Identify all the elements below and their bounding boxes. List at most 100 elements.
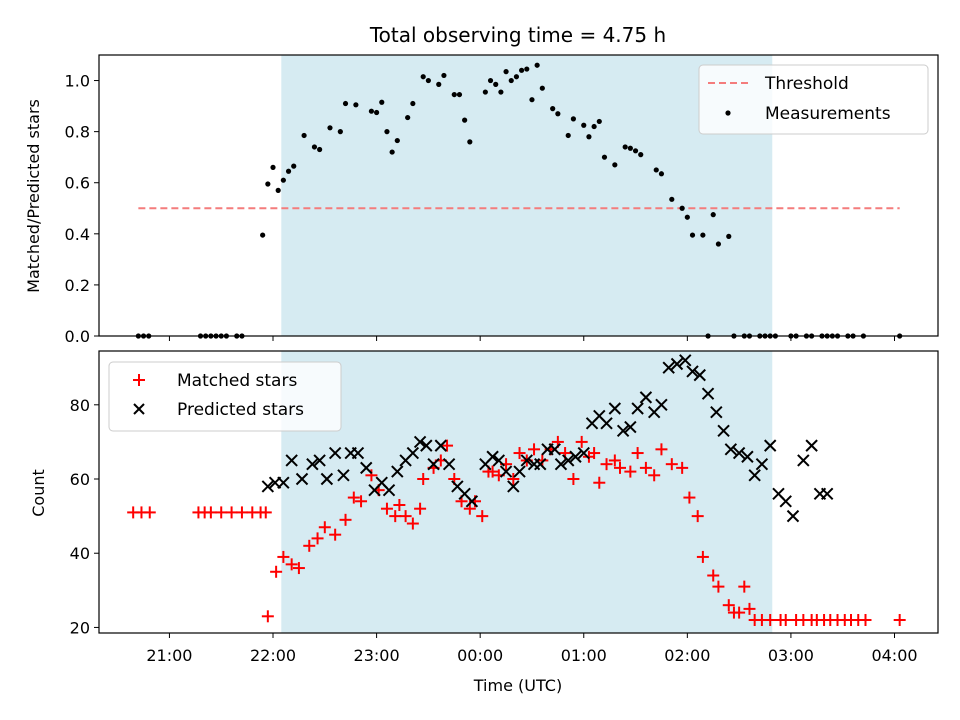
predicted-star-point bbox=[724, 443, 738, 456]
predicted-star-point bbox=[382, 483, 396, 497]
measurement-point bbox=[275, 187, 281, 193]
predicted-star-point bbox=[797, 454, 810, 467]
bottom-x-tick-label: 03:00 bbox=[768, 646, 814, 665]
measurement-point bbox=[601, 154, 608, 160]
measurement-point bbox=[658, 171, 665, 177]
measurement-point bbox=[539, 85, 545, 91]
matched-star-point bbox=[476, 510, 489, 523]
measurement-point bbox=[684, 214, 690, 220]
bottom-points-layer bbox=[127, 354, 906, 627]
bottom-x-tick-label: 23:00 bbox=[354, 646, 400, 665]
measurement-point bbox=[529, 97, 535, 103]
matched-star-point bbox=[712, 580, 725, 593]
measurement-point bbox=[384, 129, 390, 135]
measurement-point bbox=[534, 62, 540, 68]
bottom-x-axis: 21:00 22:00 23:00 00:00 01:00 02:00 03:00 04:00 bbox=[146, 633, 918, 665]
matched-star-point bbox=[507, 473, 520, 486]
top-y-axis-label: Matched/Predicted stars bbox=[24, 99, 43, 293]
top-y-tick-label: 0.4 bbox=[65, 225, 90, 244]
measurement-point bbox=[265, 181, 271, 187]
measurement-point bbox=[327, 125, 333, 131]
matched-star-point bbox=[631, 447, 644, 460]
predicted-star-point bbox=[486, 450, 499, 463]
bottom-y-tick-label: 20 bbox=[70, 618, 90, 637]
matched-star-point bbox=[683, 491, 696, 504]
measurement-point bbox=[353, 102, 359, 108]
predicted-star-point bbox=[779, 495, 792, 508]
measurement-point bbox=[420, 74, 426, 80]
measurement-point bbox=[519, 67, 525, 73]
measurement-point bbox=[726, 233, 732, 239]
measurement-point bbox=[493, 81, 499, 87]
matched-star-point bbox=[389, 510, 402, 523]
matched-star-point bbox=[270, 565, 283, 578]
measurement-point bbox=[405, 114, 411, 121]
measurement-point bbox=[689, 232, 696, 238]
predicted-star-point bbox=[534, 457, 547, 471]
measurement-point bbox=[487, 77, 494, 84]
predicted-star-point bbox=[306, 457, 319, 471]
predicted-star-point bbox=[717, 424, 730, 437]
measurement-point bbox=[513, 74, 520, 80]
matched-star-point bbox=[639, 461, 652, 474]
matched-star-point bbox=[738, 580, 751, 593]
measurement-point bbox=[462, 117, 468, 123]
predicted-star-point bbox=[285, 454, 298, 467]
predicted-star-point bbox=[600, 417, 613, 430]
bottom-y-axis: 20 40 60 80 bbox=[70, 396, 99, 637]
measurement-point bbox=[581, 122, 587, 128]
matched-star-point bbox=[277, 550, 290, 563]
matched-star-point bbox=[764, 614, 777, 627]
measurement-point bbox=[498, 89, 504, 95]
measurement-point bbox=[503, 69, 509, 75]
measurement-point bbox=[280, 177, 286, 183]
matched-star-point bbox=[311, 532, 324, 545]
predicted-star-point bbox=[548, 443, 561, 456]
top-plot-frame bbox=[98, 54, 939, 337]
measurement-point bbox=[291, 163, 297, 169]
predicted-star-point bbox=[507, 480, 520, 493]
predicted-star-point bbox=[554, 457, 568, 471]
predicted-star-point bbox=[520, 454, 533, 467]
matched-star-point bbox=[648, 469, 661, 482]
predicted-star-point bbox=[616, 424, 630, 437]
predicted-star-point bbox=[427, 457, 440, 471]
measurement-point bbox=[715, 241, 722, 247]
predicted-star-point bbox=[360, 461, 373, 475]
measurement-point bbox=[342, 100, 349, 107]
measurement-point bbox=[467, 139, 473, 145]
measurement-point bbox=[451, 91, 457, 98]
matched-star-point bbox=[567, 473, 580, 486]
matched-star-point bbox=[143, 506, 156, 519]
measurement-point bbox=[260, 232, 266, 238]
matched-star-point bbox=[303, 539, 316, 552]
top-x-ticks bbox=[168, 336, 895, 341]
measurement-point bbox=[653, 167, 659, 173]
measurement-point bbox=[285, 168, 292, 174]
matched-star-point bbox=[399, 510, 412, 523]
measurement-point bbox=[270, 164, 276, 170]
measurement-point bbox=[565, 132, 571, 139]
measurement-point bbox=[389, 149, 395, 155]
matched-star-point bbox=[355, 495, 368, 508]
legend-threshold-label: Threshold bbox=[764, 74, 849, 94]
measurement-point bbox=[612, 162, 618, 168]
predicted-star-point bbox=[732, 446, 746, 460]
predicted-star-point bbox=[577, 446, 590, 460]
matched-star-point bbox=[225, 506, 238, 519]
measurement-point bbox=[596, 118, 602, 125]
predicted-star-point bbox=[562, 454, 575, 467]
legend-predicted-label: Predicted stars bbox=[177, 400, 304, 420]
measurement-point bbox=[524, 66, 530, 72]
predicted-star-point bbox=[624, 420, 637, 434]
matched-star-point bbox=[513, 447, 526, 460]
predicted-star-point bbox=[639, 391, 653, 404]
matched-star-point bbox=[339, 513, 352, 526]
measurement-point bbox=[436, 81, 442, 87]
bottom-x-tick-label: 01:00 bbox=[561, 646, 607, 665]
measurement-point bbox=[638, 152, 644, 158]
bottom-y-axis-label: Count bbox=[29, 469, 48, 517]
measurement-point bbox=[441, 72, 447, 79]
matched-star-point bbox=[665, 458, 678, 471]
measurement-point bbox=[425, 77, 431, 84]
